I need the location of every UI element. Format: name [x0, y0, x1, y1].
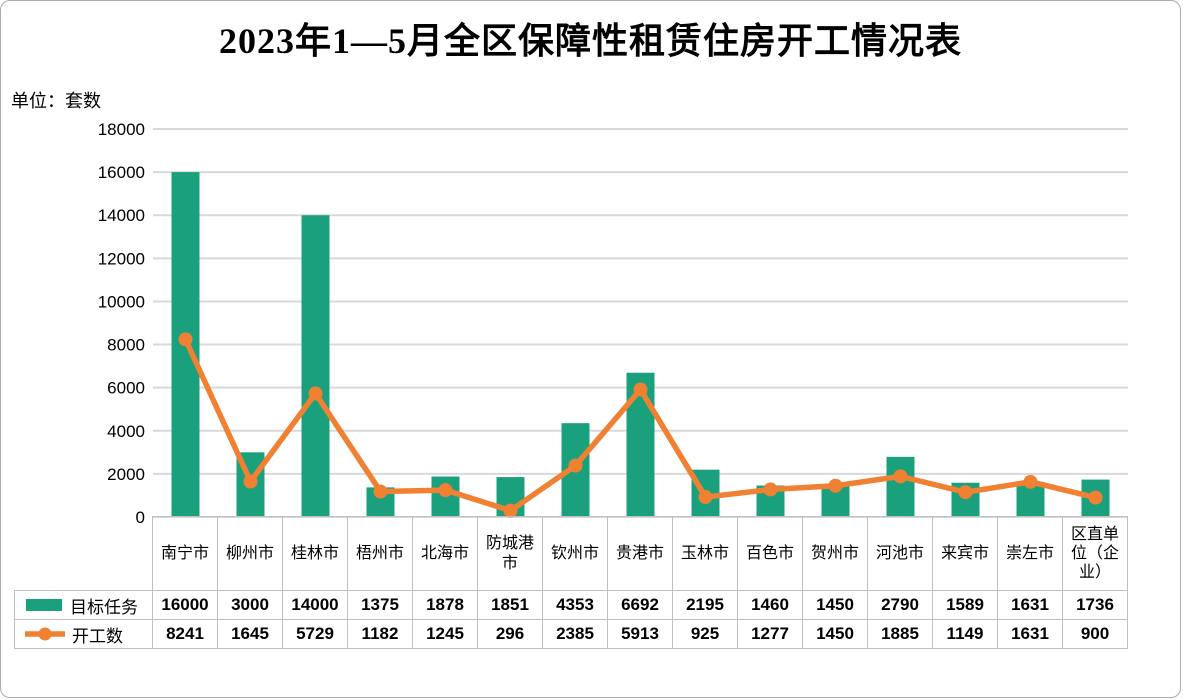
category-label: 梧州市 — [347, 516, 413, 591]
line-marker — [568, 458, 583, 473]
table-cell: 296 — [477, 619, 543, 649]
line-series — [182, 336, 1099, 514]
table-cell: 1645 — [217, 619, 283, 649]
line-marker — [438, 483, 453, 498]
table-cell: 1450 — [802, 619, 868, 649]
table-cell: 3000 — [217, 590, 283, 620]
category-label: 区直单位（企业） — [1062, 516, 1128, 591]
table-cell: 14000 — [282, 590, 348, 620]
corner-cell — [14, 516, 153, 591]
y-axis-tick-label: 2000 — [107, 465, 145, 484]
table-cell: 1245 — [412, 619, 478, 649]
bar — [171, 172, 200, 517]
line-marker — [1023, 474, 1038, 489]
y-axis-tick-label: 14000 — [98, 206, 145, 225]
y-axis-tick-label: 4000 — [107, 422, 145, 441]
bar — [236, 452, 265, 517]
table-row: 目标任务 16000 3000 14000 1375 1878 1851 4353 6692 21… — [14, 590, 1128, 620]
line-marker — [373, 484, 388, 499]
table-cell: 1450 — [802, 590, 868, 620]
bar — [366, 487, 395, 517]
category-label: 南宁市 — [152, 516, 218, 591]
table-cell: 6692 — [607, 590, 673, 620]
y-axis-tick-label: 6000 — [107, 379, 145, 398]
line-marker — [893, 469, 908, 484]
category-label: 北海市 — [412, 516, 478, 591]
table-cell: 1589 — [932, 590, 998, 620]
table-cell: 925 — [672, 619, 738, 649]
legend-item: 目标任务 — [17, 593, 150, 618]
line-marker — [763, 482, 778, 497]
table-cell: 1460 — [737, 590, 803, 620]
table-cell: 1631 — [997, 590, 1063, 620]
chart-title: 2023年1—5月全区保障性租赁住房开工情况表 — [218, 21, 962, 61]
table-cell: 1375 — [347, 590, 413, 620]
table-cell: 5729 — [282, 619, 348, 649]
line-marker — [633, 382, 648, 397]
series-name: 目标任务 — [70, 597, 138, 617]
category-label: 来宾市 — [932, 516, 998, 591]
line-legend-swatch — [25, 627, 65, 641]
table-cell: 5913 — [607, 619, 673, 649]
table-cell: 16000 — [152, 590, 218, 620]
bar — [431, 476, 460, 517]
bar — [951, 482, 980, 517]
line-marker — [1088, 490, 1103, 505]
legend-item: 开工数 — [17, 622, 150, 647]
table-cell: 900 — [1062, 619, 1128, 649]
category-label: 贵港市 — [607, 516, 673, 591]
table-cell: 1149 — [932, 619, 998, 649]
bar — [1016, 481, 1045, 517]
bar — [1081, 479, 1110, 517]
table-cell: 2385 — [542, 619, 608, 649]
table-cell: 1851 — [477, 590, 543, 620]
category-label: 钦州市 — [542, 516, 608, 591]
bar — [756, 485, 785, 517]
table-cell: 1885 — [867, 619, 933, 649]
line-marker — [308, 386, 323, 401]
line-marker — [178, 332, 193, 347]
table-row: 开工数 8241 1645 5729 1182 1245 296 2385 5913 925 127… — [14, 619, 1128, 649]
y-axis-tick-label: 10000 — [98, 292, 145, 311]
table-cell: 1631 — [997, 619, 1063, 649]
bar — [561, 423, 590, 517]
y-axis-tick-label: 8000 — [107, 336, 145, 355]
line-marker — [243, 474, 258, 489]
table-cell: 2790 — [867, 590, 933, 620]
table-cell: 8241 — [152, 619, 218, 649]
bar — [301, 215, 330, 517]
bar — [626, 372, 655, 517]
category-label: 百色市 — [737, 516, 803, 591]
category-label: 河池市 — [867, 516, 933, 591]
bar-legend-swatch — [26, 599, 62, 611]
bar — [691, 469, 720, 517]
series-name: 开工数 — [72, 626, 123, 646]
table-cell: 1878 — [412, 590, 478, 620]
bar — [886, 456, 915, 517]
category-label: 柳州市 — [217, 516, 283, 591]
table-cell: 1736 — [1062, 590, 1128, 620]
y-axis-tick-label: 12000 — [98, 249, 145, 268]
category-label: 桂林市 — [282, 516, 348, 591]
table-cell: 1182 — [347, 619, 413, 649]
y-axis-tick-label: 16000 — [98, 163, 145, 182]
category-header-row: 南宁市 柳州市 桂林市 梧州市 北海市 防城港市 钦州市 贵港市 玉林市 百色市 贺州市 河池市 来宾市… — [14, 516, 1128, 591]
category-label: 贺州市 — [802, 516, 868, 591]
table-cell: 2195 — [672, 590, 738, 620]
bar — [496, 477, 525, 517]
line-marker — [828, 478, 843, 493]
line-marker — [698, 490, 713, 505]
chart-data-table: 南宁市 柳州市 桂林市 梧州市 北海市 防城港市 钦州市 贵港市 玉林市 百色市 贺州市 河池市 来宾市… — [14, 516, 1128, 649]
category-label: 防城港市 — [477, 516, 543, 591]
y-axis-tick-label: 18000 — [98, 120, 145, 139]
category-label: 玉林市 — [672, 516, 738, 591]
table-cell: 1277 — [737, 619, 803, 649]
category-label: 崇左市 — [997, 516, 1063, 591]
unit-label: 单位：套数 — [11, 91, 101, 111]
bar — [821, 485, 850, 517]
line-marker — [958, 485, 973, 500]
table-cell: 4353 — [542, 590, 608, 620]
